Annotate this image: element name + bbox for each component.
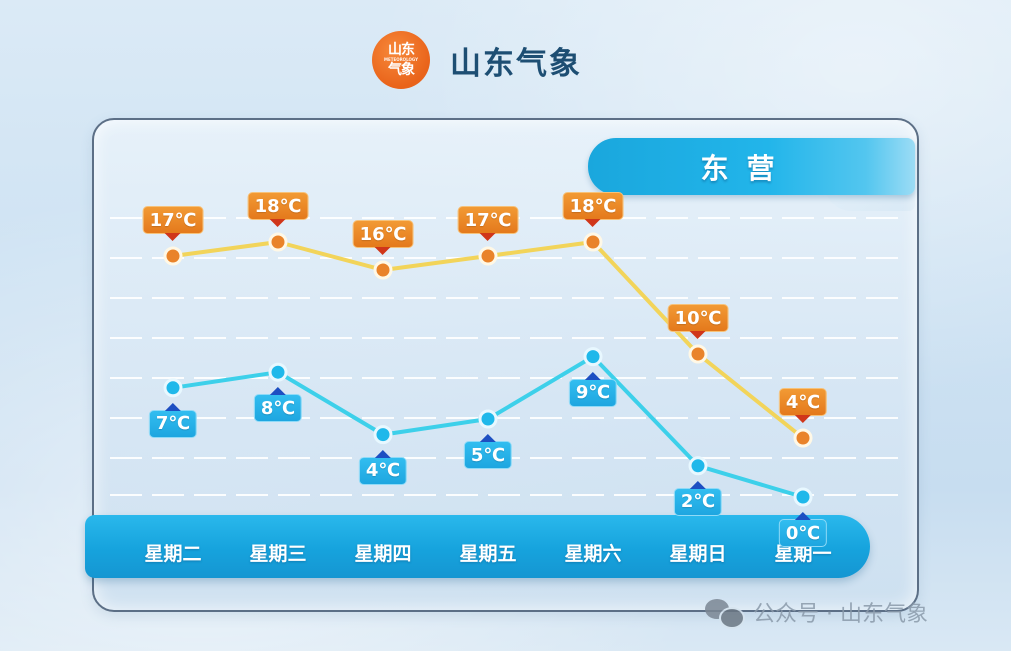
day-label: 星期三: [249, 543, 307, 565]
low-temp-points: [163, 347, 813, 507]
header: 山东 METEOROLOGY 气象 山东气象: [372, 30, 582, 90]
high-temp-point: [373, 260, 393, 280]
high-temp-point: [163, 246, 183, 266]
low-temp-point: [583, 347, 603, 367]
low-temp-label: 0℃: [778, 519, 828, 547]
watermark-text: 公众号 · 山东气象: [753, 602, 928, 627]
low-temp-point: [793, 487, 813, 507]
brand-title: 山东气象: [450, 45, 582, 82]
low-temp-point: [478, 409, 498, 429]
high-temp-label: 4℃: [778, 388, 828, 416]
day-label: 星期日: [669, 543, 727, 565]
high-temp-point: [268, 232, 288, 252]
high-temp-point: [478, 246, 498, 266]
high-temp-points: [163, 232, 813, 448]
low-temp-label: 9℃: [568, 378, 618, 407]
high-temp-label: 16℃: [352, 220, 414, 248]
day-label: 星期五: [459, 543, 517, 565]
low-temp-label: 7℃: [148, 409, 198, 438]
day-label: 星期四: [354, 543, 412, 565]
low-temp-label: 2℃: [673, 487, 723, 516]
watermark: 公众号 · 山东气象: [705, 596, 928, 629]
low-temp-label: 8℃: [253, 394, 303, 423]
low-temp-point: [268, 362, 288, 382]
day-axis-bar: [85, 515, 870, 578]
high-temp-label: 17℃: [457, 206, 519, 234]
day-label: 星期一: [774, 543, 832, 565]
high-temp-point: [688, 344, 708, 364]
day-label: 星期六: [564, 543, 622, 565]
logo-line1: 山东: [388, 42, 415, 58]
logo-line3: 气象: [388, 62, 415, 78]
low-temp-point: [373, 425, 393, 445]
day-label: 星期二: [144, 543, 202, 565]
high-temp-point: [793, 428, 813, 448]
location-title: 东营: [700, 151, 793, 185]
logo-line2: METEOROLOGY: [384, 57, 418, 62]
high-temp-point: [583, 232, 603, 252]
low-temp-label: 5℃: [463, 441, 513, 469]
high-temp-label: 10℃: [667, 304, 729, 332]
high-temp-label: 18℃: [562, 192, 624, 220]
low-temp-point: [688, 456, 708, 476]
low-temp-point: [163, 378, 183, 398]
high-temp-label: 17℃: [142, 206, 204, 234]
high-temp-label: 18℃: [247, 192, 309, 220]
low-temp-label: 4℃: [358, 456, 408, 485]
wechat-icon: [705, 597, 745, 629]
shandong-weather-logo: 山东 METEOROLOGY 气象: [372, 31, 430, 89]
